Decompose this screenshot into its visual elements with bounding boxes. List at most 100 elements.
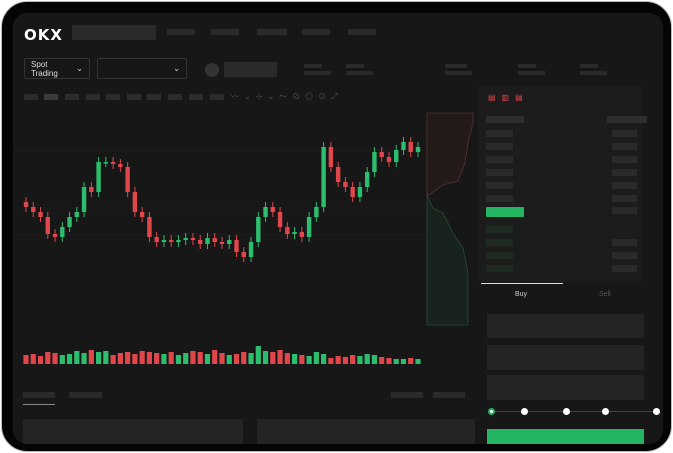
candle-body [132,192,138,212]
volume-bar [350,355,356,364]
tab-underline [23,404,55,405]
volume-bar [270,352,276,364]
volume-bar [37,356,44,364]
bid-size [612,265,637,272]
slider-step[interactable] [521,408,528,415]
volume-bar [233,354,240,364]
volume-bar [357,356,363,364]
ask-size [612,156,637,163]
nav-item[interactable] [257,29,287,35]
drawing-tools-icon[interactable]: 〰⌄⊹⌄〜⊘◎⊙⤢ [231,92,343,101]
volume-bar [262,351,269,364]
candle-body [190,238,196,240]
candle-body [31,207,36,212]
ask-price [486,195,513,202]
interval-button[interactable] [127,94,141,100]
volume-bar [226,355,232,364]
filter-button[interactable] [433,392,465,398]
volume-bar [146,352,153,364]
total-input[interactable] [487,375,644,400]
candle-body [38,212,43,217]
nav-item[interactable] [348,29,376,35]
nav-item[interactable] [211,29,239,35]
candle-body [277,212,283,227]
ask-price [486,169,513,176]
ask-price [486,130,513,137]
order-book-view-icons[interactable]: ▤▥▤ [488,93,529,102]
slider-step[interactable] [488,408,495,415]
nav-item[interactable] [302,29,330,35]
volume-bar [241,352,247,364]
interval-button[interactable] [106,94,120,100]
stat-value [445,71,472,75]
sell-tab[interactable]: Sell [599,291,611,298]
chevron-down-icon: ⌄ [76,64,83,73]
volume-bar [204,354,211,364]
interval-button[interactable] [210,94,224,100]
candle-body [67,217,72,227]
volume-bar [117,353,123,364]
stat-label [346,64,364,68]
candle-body [52,234,58,237]
candle-body [394,150,399,162]
slider-step[interactable] [563,408,570,415]
ask-price [486,143,513,150]
ask-size [612,195,637,202]
leverage-slider[interactable] [490,411,656,412]
candle-body [23,202,29,207]
slider-step[interactable] [653,408,660,415]
volume-bar [168,352,174,364]
interval-button[interactable] [147,94,161,100]
candle-body [321,147,326,207]
volume-bar [183,353,189,364]
volume-bar [313,352,319,364]
nav-item[interactable] [167,29,195,35]
interval-button[interactable] [65,94,79,100]
ask-size [612,182,637,189]
last-price [486,207,524,217]
ask-depth-area [426,112,474,196]
stat-label [580,64,598,68]
tab-history[interactable] [69,392,102,398]
volume-bar [81,353,87,364]
amount-input[interactable] [487,345,644,370]
tab-open-orders[interactable] [23,392,55,398]
candle-body [147,217,152,237]
volume-bar [125,352,131,364]
candle-body [372,152,377,172]
volume-bar [132,354,138,364]
ask-price [486,156,513,163]
app-screen: OKX Spot Trading ⌄ ⌄ 〰⌄⊹⌄〜⊘◎⊙⤢ ▤▥▤ Buy Se… [13,13,663,444]
candle-body [110,162,116,164]
market-select[interactable]: Spot Trading ⌄ [24,58,90,79]
volume-bar [335,356,341,364]
search-bar[interactable] [72,25,156,40]
interval-button[interactable] [44,94,58,100]
buy-tab[interactable]: Buy [515,291,528,298]
candle-body [45,217,50,234]
filter-button[interactable] [391,392,423,398]
bid-price [486,239,513,246]
price-input[interactable] [487,314,644,338]
candle-body [248,242,254,257]
volume-bar [371,355,378,364]
volume-bar [248,353,254,364]
interval-button[interactable] [189,94,203,100]
volume-bar [255,346,261,364]
candle-body [292,232,297,234]
slider-step[interactable] [602,408,609,415]
buy-button[interactable] [487,429,644,444]
pair-select[interactable]: ⌄ [97,58,187,79]
interval-button[interactable] [86,94,100,100]
candle-body [256,217,261,242]
candle-body [219,242,225,244]
candle-body [306,217,312,237]
candle-body [379,152,384,157]
volume-bar [197,352,203,364]
volume-bar [364,354,370,364]
pair-name [224,62,277,77]
interval-button[interactable] [24,94,38,100]
candlestick-chart[interactable] [13,13,663,444]
interval-button[interactable] [168,94,182,100]
stat-value [346,71,373,75]
